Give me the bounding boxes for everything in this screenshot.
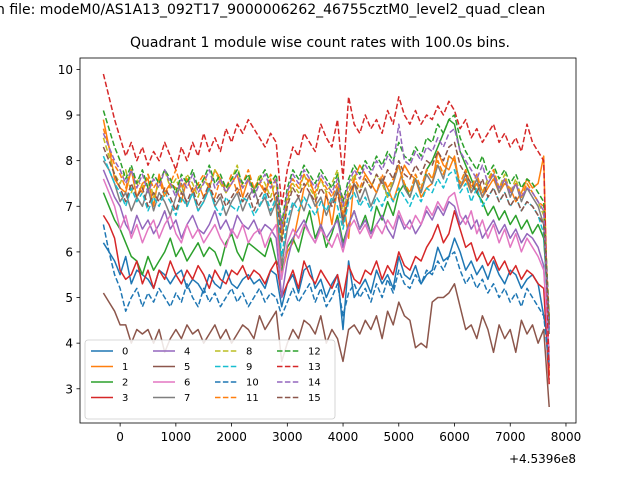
x-tick-label: 3000 — [272, 430, 303, 444]
series-line-0 — [102, 237, 550, 348]
series-line-8 — [102, 137, 550, 325]
y-tick-label: 10 — [58, 63, 73, 77]
legend-label-3: 3 — [122, 393, 128, 404]
x-tick-label: 2000 — [216, 430, 247, 444]
legend-label-10: 10 — [246, 378, 259, 389]
legend-label-6: 6 — [184, 378, 190, 389]
series-line-12 — [102, 110, 550, 321]
x-tick-label: 4000 — [328, 430, 359, 444]
plot-frame — [79, 57, 577, 424]
y-tick-label: 4 — [65, 337, 73, 351]
legend-label-11: 11 — [246, 393, 259, 404]
y-tick-label: 6 — [65, 245, 73, 259]
series-line-14 — [102, 123, 550, 330]
x-axis-offset-label: +4.5396e8 — [509, 452, 576, 466]
legend-label-9: 9 — [246, 362, 252, 373]
legend-box — [84, 339, 336, 420]
y-tick-label: 9 — [65, 109, 73, 123]
legend-label-14: 14 — [308, 378, 321, 389]
plot-lines — [102, 73, 550, 408]
series-line-3 — [102, 210, 550, 385]
series-line-9 — [102, 155, 550, 330]
x-tick-label: 8000 — [551, 430, 582, 444]
legend-label-13: 13 — [308, 362, 321, 373]
legend-label-12: 12 — [308, 347, 321, 358]
figure-suptitle: n file: modeM0/AS1A13_092T17_9000006262_… — [0, 2, 546, 18]
series-line-6 — [102, 178, 550, 353]
y-tick-label: 3 — [65, 382, 73, 396]
x-tick-label: 0 — [116, 430, 124, 444]
legend-label-5: 5 — [184, 362, 190, 373]
x-tick-label: 6000 — [439, 430, 470, 444]
x-axis: 0 1000 2000 3000 4000 5000 6000 7000 8000 — [116, 423, 581, 444]
y-tick-label: 8 — [65, 154, 73, 168]
series-line-2 — [102, 118, 550, 321]
legend-label-8: 8 — [246, 347, 252, 358]
chart-title: Quadrant 1 module wise count rates with … — [130, 35, 510, 51]
legend-label-15: 15 — [308, 393, 321, 404]
x-tick-label: 5000 — [384, 430, 415, 444]
series-line-11 — [102, 128, 550, 316]
legend-label-4: 4 — [184, 347, 190, 358]
legend-label-1: 1 — [122, 362, 128, 373]
legend-label-0: 0 — [122, 347, 128, 358]
x-tick-label: 7000 — [495, 430, 526, 444]
legend-label-7: 7 — [184, 393, 190, 404]
y-tick-label: 7 — [65, 200, 73, 214]
y-tick-label: 5 — [65, 291, 73, 305]
x-tick-label: 1000 — [161, 430, 192, 444]
y-axis: 3 4 5 6 7 8 9 10 — [58, 63, 80, 396]
series-line-10 — [102, 224, 550, 367]
series-line-15 — [102, 141, 550, 325]
legend-label-2: 2 — [122, 378, 128, 389]
